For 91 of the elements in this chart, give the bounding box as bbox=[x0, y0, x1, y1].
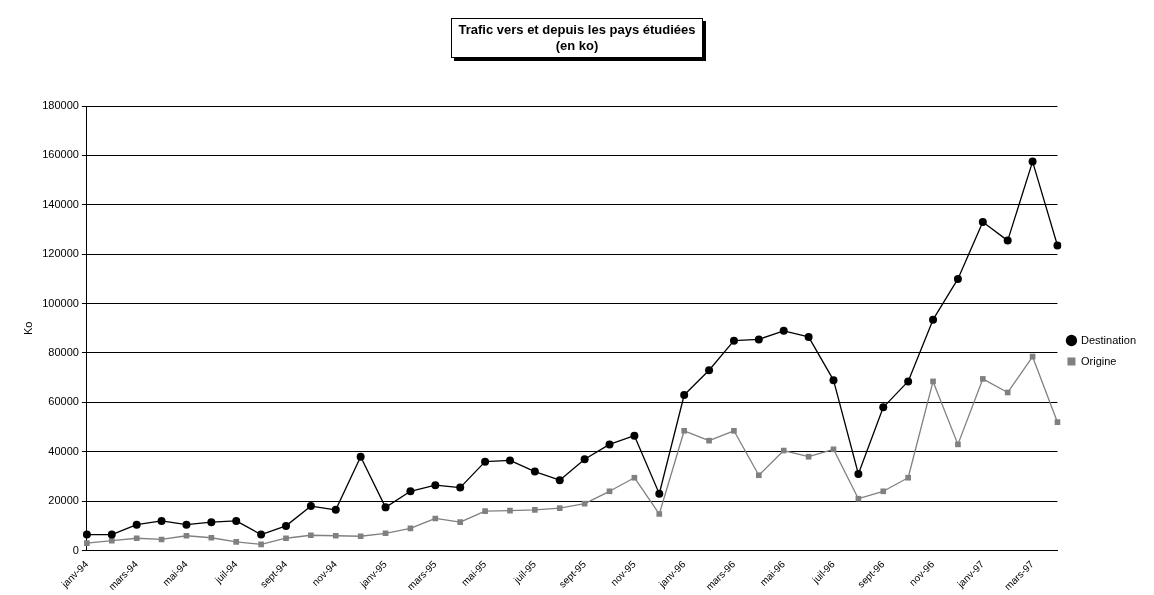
point bbox=[257, 530, 266, 539]
point bbox=[656, 511, 663, 517]
y-tick-label: 20000 bbox=[48, 494, 79, 507]
point bbox=[332, 532, 339, 539]
point bbox=[258, 541, 264, 548]
point bbox=[308, 532, 314, 539]
point bbox=[481, 457, 490, 466]
point bbox=[381, 503, 390, 512]
legend-label: Destination bbox=[1080, 333, 1137, 346]
y-axis-title: Ko bbox=[21, 321, 34, 336]
y-tick-label: 160000 bbox=[42, 148, 79, 161]
point bbox=[306, 502, 315, 511]
point bbox=[356, 452, 365, 461]
point bbox=[1029, 353, 1036, 360]
point bbox=[1053, 241, 1062, 250]
point bbox=[780, 447, 787, 454]
point bbox=[880, 488, 887, 495]
point bbox=[606, 488, 613, 495]
point bbox=[805, 453, 812, 460]
point bbox=[979, 376, 986, 382]
point bbox=[208, 534, 215, 541]
point bbox=[855, 495, 862, 502]
point bbox=[804, 332, 813, 341]
point bbox=[331, 505, 340, 514]
y-tick-label: 140000 bbox=[42, 197, 79, 210]
point bbox=[108, 537, 115, 544]
point bbox=[82, 530, 91, 539]
point bbox=[1028, 157, 1037, 166]
point bbox=[1054, 419, 1061, 425]
point bbox=[457, 519, 464, 526]
point bbox=[879, 403, 888, 412]
point bbox=[929, 315, 938, 324]
point bbox=[482, 508, 488, 514]
point bbox=[555, 476, 564, 485]
point bbox=[357, 533, 364, 540]
point bbox=[756, 472, 762, 479]
point bbox=[605, 440, 614, 449]
point bbox=[829, 376, 838, 385]
point bbox=[530, 467, 539, 476]
point bbox=[631, 474, 638, 481]
point bbox=[580, 455, 589, 464]
point bbox=[132, 520, 141, 529]
point bbox=[207, 518, 216, 527]
point bbox=[754, 335, 763, 344]
y-tick-label: 100000 bbox=[42, 296, 79, 309]
y-tick-label: 60000 bbox=[48, 395, 79, 408]
point bbox=[854, 470, 863, 479]
point bbox=[1004, 389, 1011, 396]
point bbox=[556, 505, 563, 511]
point bbox=[706, 437, 712, 444]
point bbox=[133, 535, 140, 542]
point bbox=[905, 474, 911, 481]
y-tick-label: 40000 bbox=[48, 444, 79, 457]
legend-label: Origine bbox=[1080, 354, 1117, 367]
point bbox=[731, 427, 737, 434]
point bbox=[406, 487, 415, 496]
point bbox=[532, 507, 538, 513]
point bbox=[505, 456, 514, 465]
point bbox=[779, 326, 788, 335]
point bbox=[953, 274, 962, 283]
chart-title: Trafic vers et depuis les pays étudiées (en ko) bbox=[458, 22, 696, 54]
point bbox=[630, 431, 639, 440]
point bbox=[283, 535, 289, 542]
y-tick-label: 80000 bbox=[48, 346, 79, 359]
point bbox=[182, 520, 191, 529]
point bbox=[680, 390, 689, 399]
point bbox=[456, 483, 465, 492]
point bbox=[1003, 236, 1012, 245]
point bbox=[157, 516, 166, 525]
y-tick-label: 180000 bbox=[42, 99, 79, 112]
y-tick-label: 0 bbox=[72, 543, 79, 556]
point bbox=[282, 521, 290, 530]
y-tick-label: 120000 bbox=[42, 247, 79, 260]
point bbox=[655, 489, 664, 498]
point bbox=[705, 366, 714, 375]
point bbox=[84, 540, 90, 546]
point bbox=[978, 218, 987, 227]
point bbox=[830, 446, 837, 453]
point bbox=[507, 507, 513, 514]
point bbox=[432, 515, 439, 522]
point bbox=[955, 441, 961, 448]
point bbox=[930, 378, 936, 385]
point bbox=[232, 516, 241, 525]
point bbox=[183, 532, 190, 539]
point bbox=[107, 530, 116, 539]
point bbox=[681, 427, 687, 434]
point bbox=[729, 336, 738, 345]
point bbox=[382, 530, 389, 537]
point bbox=[431, 481, 440, 490]
point bbox=[233, 539, 240, 545]
point bbox=[904, 377, 913, 386]
